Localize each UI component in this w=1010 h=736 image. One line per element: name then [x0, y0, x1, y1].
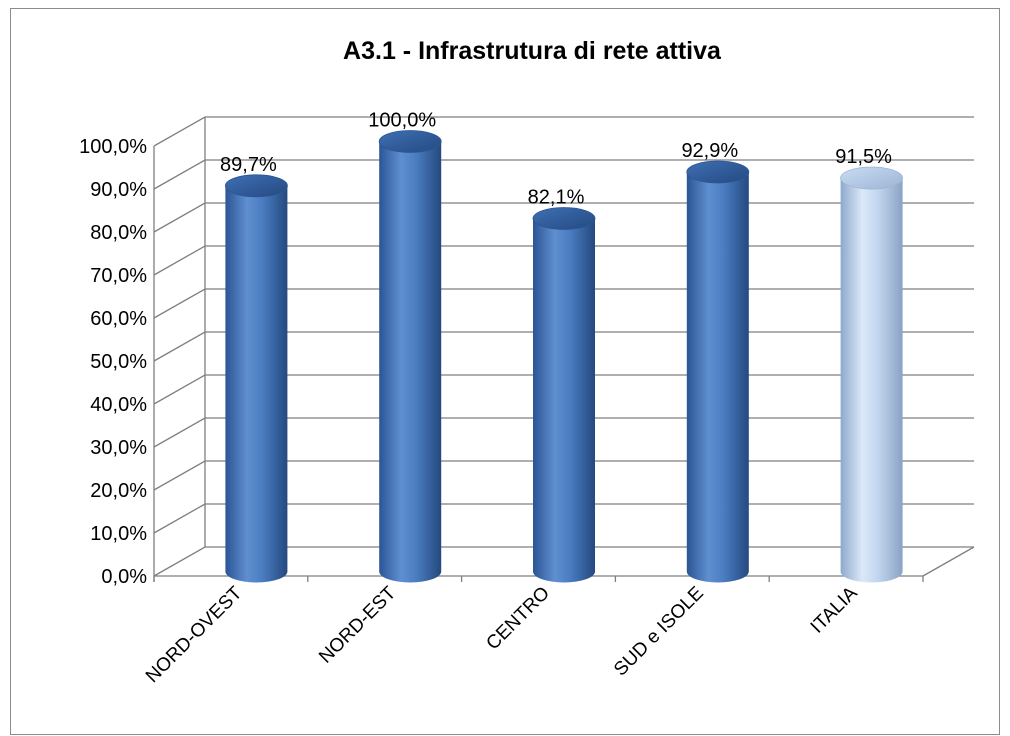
y-tick-label: 10,0%: [90, 523, 147, 545]
x-axis-labels: NORD-OVEST NORD-EST CENTRO SUD e ISOLE ITALI…: [142, 582, 862, 687]
data-label: 82,1%: [528, 186, 585, 208]
y-tick-label: 70,0%: [90, 265, 147, 287]
y-tick-label: 100,0%: [79, 136, 147, 158]
data-label: 92,9%: [681, 140, 738, 162]
y-tick-label: 50,0%: [90, 351, 147, 373]
y-tick-label: 20,0%: [90, 480, 147, 502]
y-tick-label: 30,0%: [90, 437, 147, 459]
bar-top: [840, 166, 903, 190]
bar-nord-ovest: [224, 174, 288, 583]
bar-top: [532, 207, 596, 230]
y-axis-ticks: 0,0% 10,0% 20,0% 30,0% 40,0% 50,0% 60,0% 70,0% 8…: [79, 136, 147, 588]
x-tick-label: SUD e ISOLE: [610, 583, 708, 681]
bar-body: [686, 172, 749, 583]
bar-sud-e-isole: [686, 160, 750, 583]
chart-frame: A3.1 - Infrastrutura di rete attiva 0,0%…: [10, 8, 1000, 735]
x-tick-label: ITALIA: [807, 582, 862, 637]
bars: [224, 130, 903, 583]
y-tick-label: 0,0%: [101, 566, 147, 588]
bar-nord-est: [378, 130, 442, 583]
y-tick-label: 40,0%: [90, 394, 147, 416]
bar-body: [840, 178, 903, 583]
bar-italia: [840, 166, 903, 583]
data-label: 100,0%: [368, 110, 436, 132]
data-label: 89,7%: [220, 154, 277, 176]
y-tick-label: 90,0%: [90, 179, 147, 201]
data-label: 91,5%: [835, 146, 892, 168]
x-tick-label: CENTRO: [482, 583, 554, 655]
x-tick-label: NORD-OVEST: [142, 582, 247, 687]
bar-top: [378, 130, 442, 153]
y-tick-label: 60,0%: [90, 308, 147, 330]
bar-chart: A3.1 - Infrastrutura di rete attiva 0,0%…: [79, 37, 975, 687]
bar-top: [224, 174, 288, 198]
bar-body: [379, 141, 442, 583]
gridline: [153, 116, 974, 147]
chart-title: A3.1 - Infrastrutura di rete attiva: [343, 37, 722, 65]
value-labels: 89,7% 100,0% 82,1% 92,9% 91,5%: [220, 110, 892, 209]
bar-body: [225, 185, 288, 583]
y-tick-label: 80,0%: [90, 222, 147, 244]
floor-right-edge: [922, 546, 975, 577]
bar-body: [533, 218, 595, 583]
bar-top: [686, 160, 750, 184]
bar-centro: [532, 207, 596, 583]
x-tick-label: NORD-EST: [315, 582, 400, 667]
